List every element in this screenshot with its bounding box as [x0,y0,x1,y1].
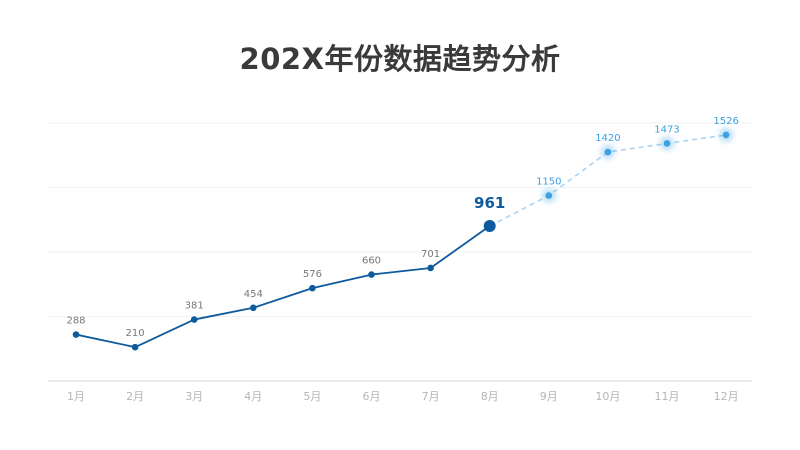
data-point [131,343,139,351]
data-point [250,304,257,312]
highlight-value-label: 961 [474,194,505,212]
x-tick-label: 1月 [67,390,85,403]
data-point [72,331,80,338]
gridlines [48,122,752,382]
forecast-value-label: 1150 [536,177,561,188]
x-axis-ticks: 1月 2月 3月 4月 5月 6月 7月 8月 9月 10月 11月 12月 [67,390,739,403]
value-label: 454 [244,289,263,300]
forecast-point [604,148,612,156]
value-label: 576 [303,269,322,280]
value-label: 381 [185,301,204,312]
x-tick-label: 9月 [540,390,558,403]
x-tick-label: 6月 [363,390,381,403]
x-tick-label: 7月 [422,390,440,403]
forecast-point [722,131,730,139]
x-tick-label: 4月 [244,390,262,403]
forecast-point [663,140,671,147]
actual-line [75,225,491,349]
value-label: 660 [362,256,381,267]
highlight-point [483,220,496,233]
x-tick-label: 11月 [655,390,680,403]
data-point [368,271,375,278]
series-lines [75,134,727,356]
data-point [190,316,198,323]
x-tick-label: 10月 [595,390,620,403]
data-points [72,127,734,351]
data-point [309,284,316,292]
value-labels: 288 210 381 454 576 660 701 961 1150 1420 1473 1526 [66,116,738,339]
forecast-value-label: 1420 [595,133,620,144]
x-tick-label: 8月 [481,390,499,403]
value-label: 210 [126,328,145,339]
data-point [427,264,434,272]
forecast-point [545,192,553,199]
value-label: 288 [66,316,85,327]
x-tick-label: 5月 [303,390,321,403]
x-tick-label: 12月 [714,390,739,403]
x-tick-label: 2月 [126,390,144,403]
value-label: 701 [421,249,440,260]
forecast-value-label: 1473 [654,124,679,135]
x-tick-label: 3月 [185,390,203,403]
chart-title: 202X年份数据趋势分析 [239,42,561,76]
forecast-value-label: 1526 [713,116,738,127]
